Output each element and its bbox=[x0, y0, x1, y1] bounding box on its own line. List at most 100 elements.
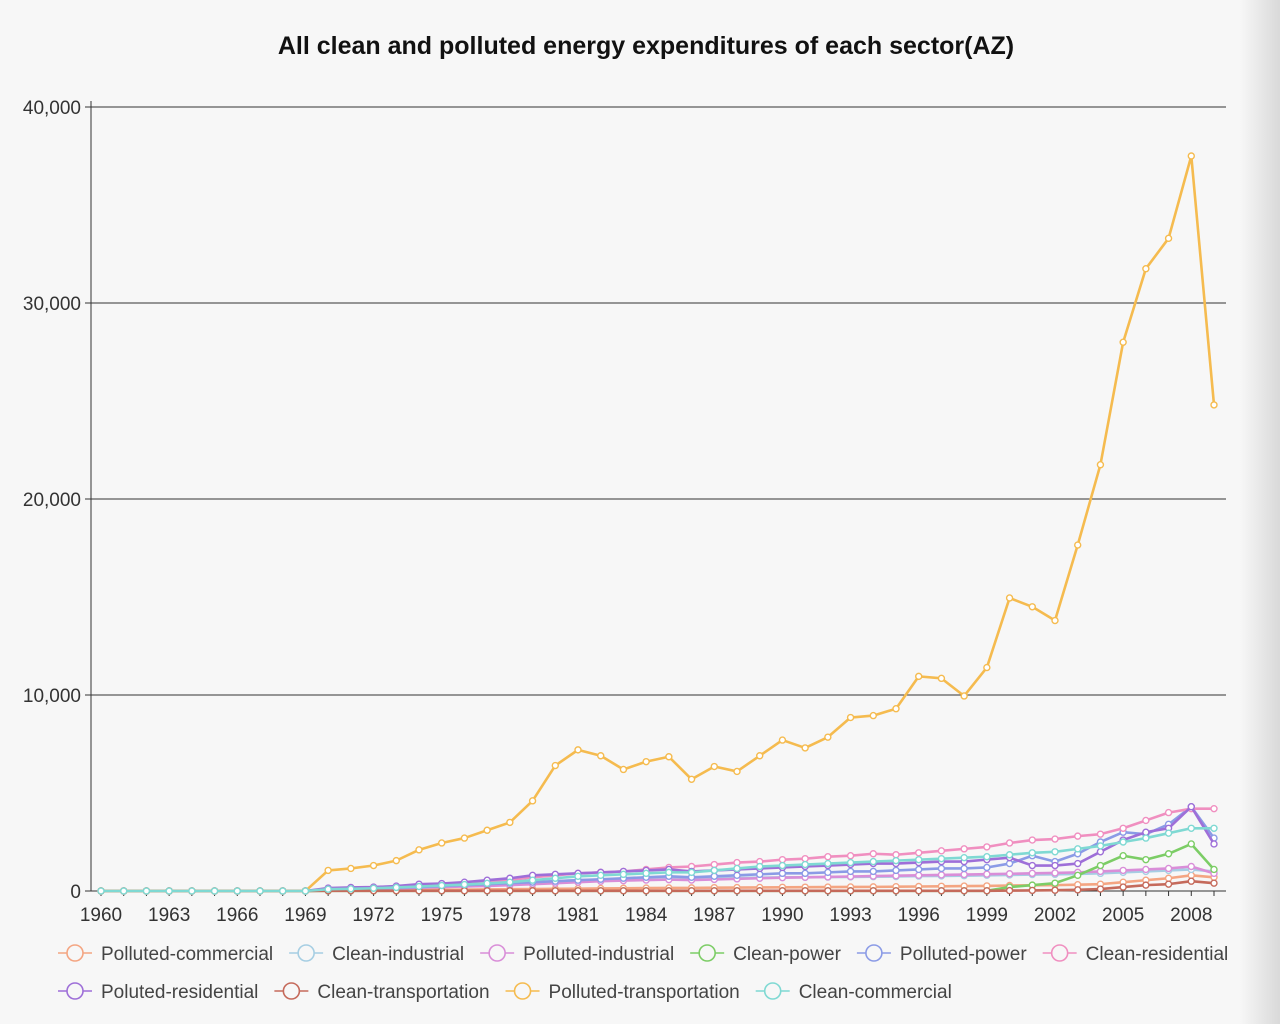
data-point bbox=[937, 847, 946, 855]
legend-item-clean-transportation[interactable]: Clean-transportation bbox=[274, 982, 490, 1003]
data-point bbox=[869, 857, 877, 866]
data-point bbox=[551, 761, 559, 770]
x-tick-label: 1999 bbox=[966, 905, 1008, 926]
data-point bbox=[438, 881, 446, 890]
data-point bbox=[1096, 461, 1105, 469]
legend-item-polluted-commercial[interactable]: Polluted-commercial bbox=[58, 944, 273, 965]
data-point bbox=[846, 713, 855, 722]
data-point bbox=[1096, 848, 1105, 856]
x-tick-label: 2002 bbox=[1034, 905, 1076, 926]
data-point bbox=[1051, 886, 1059, 894]
data-point bbox=[506, 887, 514, 895]
data-point bbox=[915, 672, 923, 681]
series-clean-commercial bbox=[97, 824, 1218, 895]
legend-marker bbox=[513, 982, 532, 1000]
data-point bbox=[801, 869, 809, 878]
data-point bbox=[960, 845, 968, 853]
data-point bbox=[824, 733, 832, 741]
data-point bbox=[892, 866, 900, 875]
data-point bbox=[506, 818, 514, 827]
data-point bbox=[619, 887, 628, 895]
legend-label: Poluted-residential bbox=[101, 982, 258, 1003]
legend-label: Polluted-commercial bbox=[101, 944, 273, 965]
legend-marker bbox=[488, 944, 506, 962]
x-tick-label: 1960 bbox=[80, 905, 122, 926]
data-point bbox=[778, 887, 787, 895]
data-point bbox=[506, 878, 514, 886]
data-point bbox=[574, 887, 582, 895]
data-point bbox=[142, 887, 151, 895]
legend-marker bbox=[282, 982, 301, 1000]
data-point bbox=[892, 887, 900, 895]
data-point bbox=[801, 744, 809, 752]
data-point bbox=[756, 870, 764, 879]
data-point bbox=[710, 887, 718, 895]
data-point bbox=[1119, 338, 1127, 346]
data-point bbox=[869, 850, 877, 858]
x-tick-label: 1990 bbox=[761, 905, 803, 926]
y-tick-label: 30,000 bbox=[23, 294, 81, 315]
data-point bbox=[824, 853, 832, 861]
data-point bbox=[846, 887, 855, 895]
legend[interactable]: Polluted-commercial Clean-industrial Pollu… bbox=[58, 944, 1228, 1003]
scroll-edge-shade bbox=[1240, 0, 1280, 1024]
data-point bbox=[528, 797, 537, 805]
y-tick-label: 40,000 bbox=[23, 98, 81, 119]
legend-item-clean-power[interactable]: Clean-power bbox=[690, 944, 842, 965]
data-point bbox=[801, 854, 809, 863]
data-point bbox=[983, 843, 991, 851]
data-point bbox=[1187, 803, 1195, 811]
data-point bbox=[1187, 877, 1195, 885]
axes: 0 10,000 20,000 30,000 40,000 1960 1963 1966 196… bbox=[23, 98, 1226, 926]
data-point bbox=[869, 711, 877, 720]
data-point bbox=[1164, 874, 1173, 882]
data-point bbox=[1051, 861, 1059, 870]
legend-item-polluted-industrial[interactable]: Polluted-industrial bbox=[480, 944, 674, 965]
data-point bbox=[1210, 824, 1218, 832]
legend-item-clean-industrial[interactable]: Clean-industrial bbox=[289, 944, 464, 965]
legend-item-polluted-transportation[interactable]: Polluted-transportation bbox=[505, 982, 740, 1003]
data-point bbox=[756, 752, 764, 760]
data-point bbox=[460, 834, 469, 842]
data-point bbox=[1142, 828, 1150, 836]
data-point bbox=[483, 887, 491, 895]
data-point bbox=[983, 863, 991, 872]
data-point bbox=[710, 762, 718, 771]
data-point bbox=[460, 880, 469, 889]
legend-item-polluted-power[interactable]: Polluted-power bbox=[856, 944, 1027, 965]
legend-item-poluted-residential[interactable]: Poluted-residential bbox=[58, 982, 258, 1003]
data-point bbox=[960, 887, 968, 895]
data-point bbox=[778, 861, 787, 870]
legend-label: Polluted-transportation bbox=[549, 982, 740, 1003]
data-point bbox=[1051, 879, 1059, 887]
data-point bbox=[1187, 871, 1195, 880]
data-point bbox=[892, 705, 900, 713]
legend-item-clean-commercial[interactable]: Clean-commercial bbox=[755, 982, 952, 1003]
data-point bbox=[733, 871, 741, 880]
data-point bbox=[960, 853, 968, 862]
data-point bbox=[642, 887, 650, 895]
data-point bbox=[892, 856, 900, 865]
legend-item-clean-residential[interactable]: Clean-residential bbox=[1042, 944, 1229, 965]
data-point bbox=[438, 839, 446, 847]
data-point bbox=[460, 887, 469, 895]
data-point bbox=[1005, 851, 1014, 859]
legend-label: Clean-residential bbox=[1086, 944, 1229, 965]
data-point bbox=[1142, 834, 1150, 842]
data-point bbox=[665, 887, 673, 895]
data-point bbox=[347, 885, 355, 893]
data-point bbox=[733, 864, 741, 873]
data-point bbox=[869, 887, 877, 895]
data-point bbox=[915, 865, 923, 874]
data-point bbox=[824, 859, 832, 868]
legend-marker bbox=[698, 944, 716, 962]
data-point bbox=[1187, 824, 1195, 832]
data-point bbox=[347, 864, 355, 873]
data-point bbox=[687, 868, 696, 877]
data-point bbox=[1051, 869, 1059, 877]
data-point bbox=[415, 846, 423, 854]
data-point bbox=[915, 855, 923, 864]
data-point bbox=[97, 887, 105, 895]
data-point bbox=[1005, 859, 1014, 868]
